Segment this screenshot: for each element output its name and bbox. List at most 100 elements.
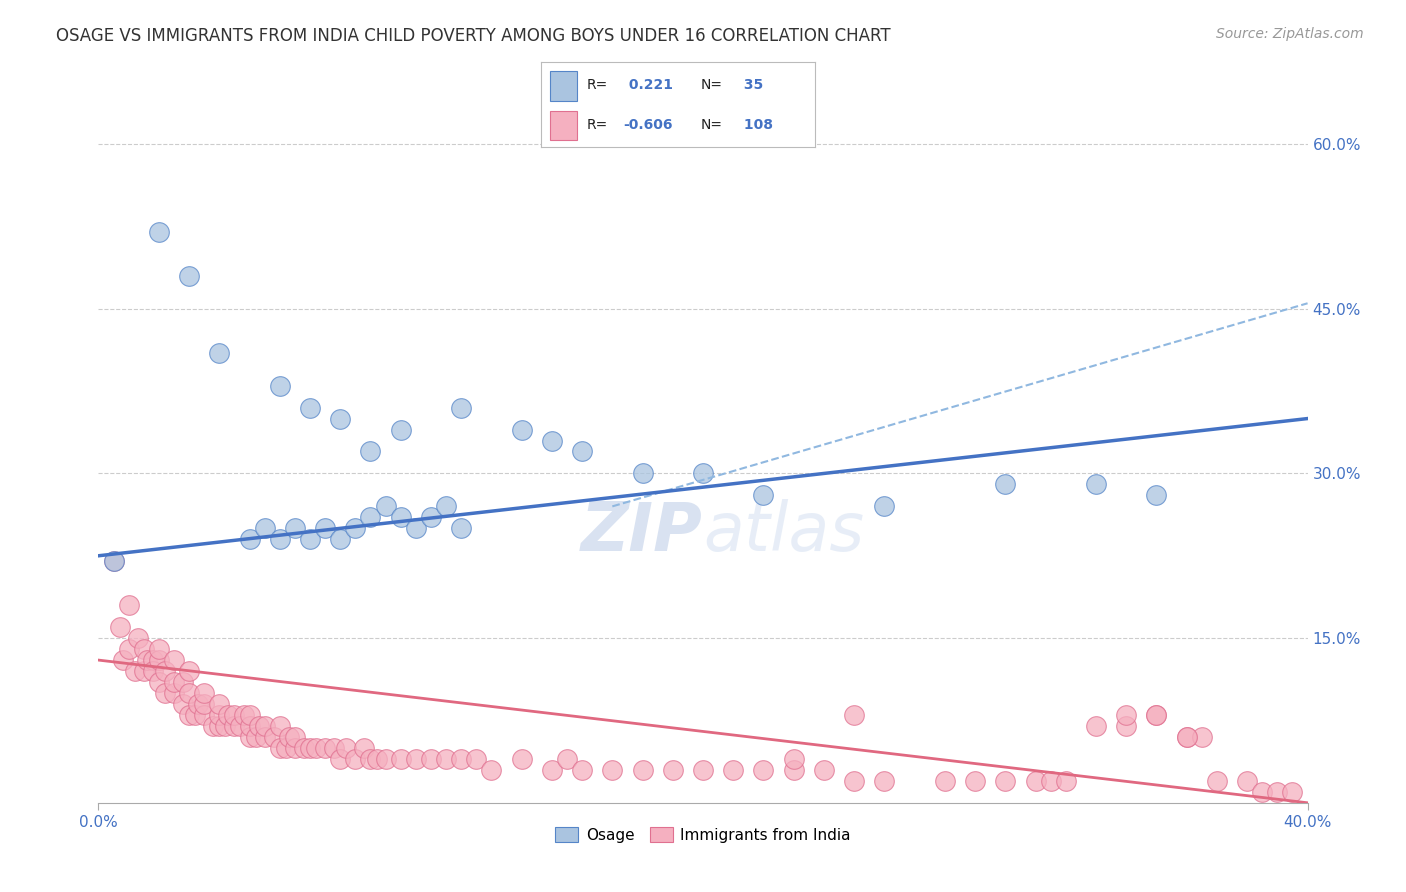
Point <box>239 533 262 547</box>
Point <box>124 664 146 678</box>
Point <box>153 686 176 700</box>
Point <box>229 719 252 733</box>
Point <box>284 521 307 535</box>
Point <box>360 510 382 524</box>
Point <box>353 740 375 755</box>
Point <box>692 763 714 777</box>
Point <box>148 642 170 657</box>
Point <box>1039 773 1062 788</box>
Point <box>284 730 307 744</box>
Point <box>193 708 215 723</box>
Point <box>253 730 276 744</box>
Point <box>783 752 806 766</box>
Point <box>510 423 533 437</box>
Text: Source: ZipAtlas.com: Source: ZipAtlas.com <box>1216 27 1364 41</box>
Point <box>163 653 186 667</box>
Point <box>239 730 262 744</box>
Point <box>1115 719 1137 733</box>
Point <box>132 664 155 678</box>
Point <box>934 773 956 788</box>
Point <box>224 719 246 733</box>
Text: -0.606: -0.606 <box>624 118 673 132</box>
Point <box>844 773 866 788</box>
Point <box>299 401 322 415</box>
Point <box>450 521 472 535</box>
Point <box>1206 773 1229 788</box>
Point <box>465 752 488 766</box>
Point <box>323 740 346 755</box>
Point <box>148 225 170 239</box>
Point <box>723 763 745 777</box>
Text: OSAGE VS IMMIGRANTS FROM INDIA CHILD POVERTY AMONG BOYS UNDER 16 CORRELATION CHA: OSAGE VS IMMIGRANTS FROM INDIA CHILD POV… <box>56 27 891 45</box>
Point <box>239 719 262 733</box>
Point <box>844 708 866 723</box>
Point <box>329 411 352 425</box>
Point <box>329 533 352 547</box>
Point <box>389 752 412 766</box>
Point <box>602 763 624 777</box>
Point <box>269 719 291 733</box>
Point <box>208 345 231 359</box>
Text: R=: R= <box>586 78 607 92</box>
Point <box>179 686 201 700</box>
Point <box>783 763 806 777</box>
Point <box>103 554 125 568</box>
Point <box>179 268 201 283</box>
Point <box>214 719 236 733</box>
Point <box>1144 708 1167 723</box>
Point <box>135 653 157 667</box>
Point <box>752 763 775 777</box>
Point <box>405 521 427 535</box>
Point <box>314 521 336 535</box>
Point <box>434 752 457 766</box>
Point <box>555 752 578 766</box>
Point <box>253 719 276 733</box>
Point <box>1085 477 1108 491</box>
Point <box>1085 719 1108 733</box>
Point <box>571 444 593 458</box>
Point <box>540 763 562 777</box>
Point <box>299 533 322 547</box>
Point <box>344 521 367 535</box>
Point <box>217 708 239 723</box>
Point <box>108 620 131 634</box>
Point <box>360 752 382 766</box>
Point <box>481 763 503 777</box>
Text: atlas: atlas <box>703 499 865 565</box>
Point <box>1251 785 1274 799</box>
Point <box>1144 488 1167 502</box>
Point <box>172 697 194 711</box>
Point <box>245 730 267 744</box>
Point <box>965 773 987 788</box>
Point <box>1144 708 1167 723</box>
Point <box>389 510 412 524</box>
Point <box>163 686 186 700</box>
Point <box>752 488 775 502</box>
Point <box>873 500 896 514</box>
Point <box>263 730 285 744</box>
Point <box>631 467 654 481</box>
Point <box>163 675 186 690</box>
Point <box>142 664 165 678</box>
Point <box>284 740 307 755</box>
Point <box>374 500 396 514</box>
Point <box>118 642 141 657</box>
Point <box>1191 730 1213 744</box>
Point <box>187 697 209 711</box>
Point <box>269 740 291 755</box>
Text: R=: R= <box>586 118 607 132</box>
Text: N=: N= <box>700 118 723 132</box>
Point <box>374 752 396 766</box>
Point <box>994 477 1017 491</box>
Point <box>314 740 336 755</box>
Point <box>202 719 225 733</box>
Point <box>299 740 322 755</box>
Point <box>232 708 254 723</box>
Point <box>132 642 155 657</box>
Point <box>153 664 176 678</box>
Point <box>224 708 246 723</box>
Point <box>450 401 472 415</box>
Point <box>305 740 328 755</box>
FancyBboxPatch shape <box>550 111 576 140</box>
Point <box>661 763 683 777</box>
